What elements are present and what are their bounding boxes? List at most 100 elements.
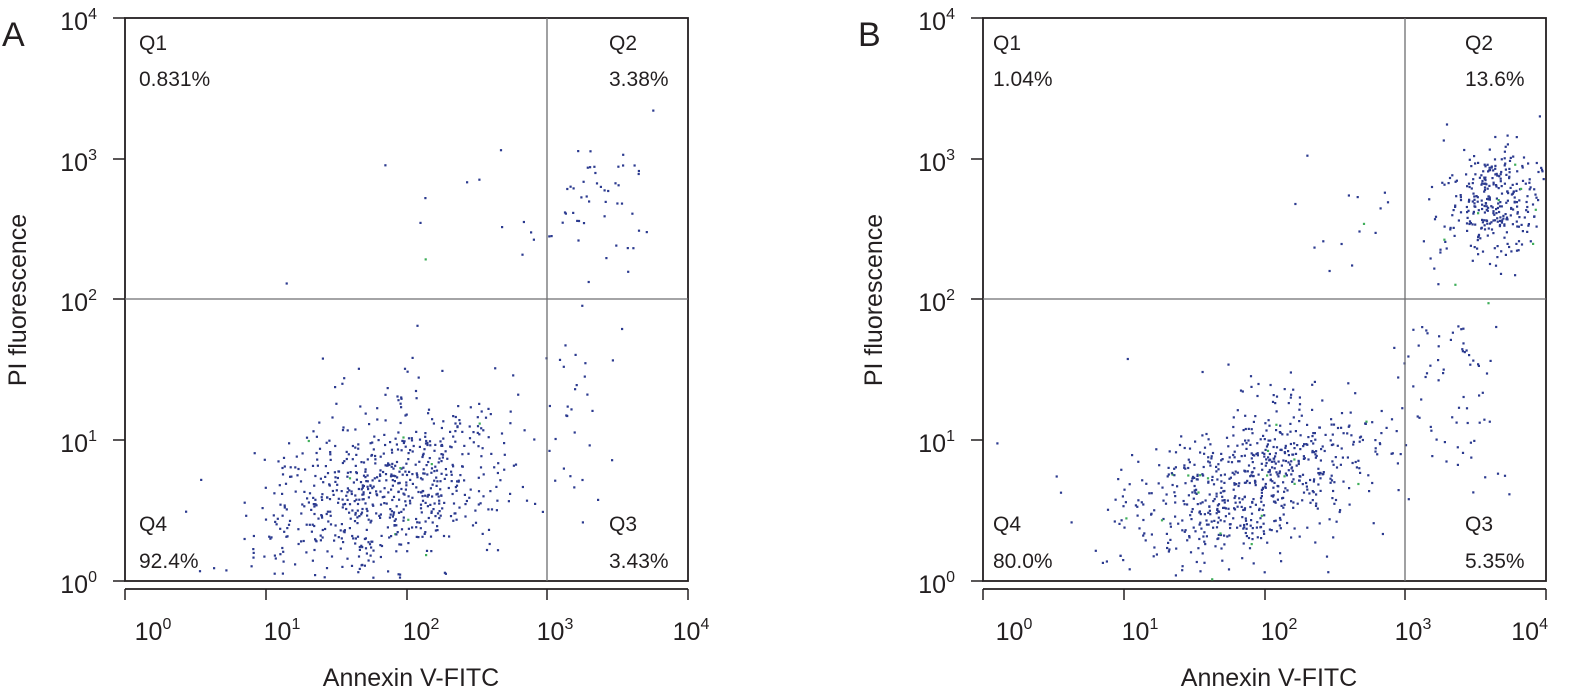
panel-a-event-dot <box>326 550 329 553</box>
panel-b-event-dot <box>1365 420 1368 423</box>
panel-a-event-dot <box>589 150 592 153</box>
panel-a-event-dot <box>350 492 353 496</box>
panel-a-event-dot <box>285 508 288 511</box>
panel-b-event-dot <box>1526 210 1530 213</box>
panel-b-event-dot <box>1465 349 1468 352</box>
panel-a-event-dot <box>307 501 310 504</box>
panel-a-event-dot <box>631 212 634 215</box>
panel-a-event-dot <box>395 533 398 536</box>
panel-a-event-dot <box>593 165 596 168</box>
panel-b-event-dot <box>1428 198 1431 201</box>
panel-b-event-dot <box>1267 456 1270 459</box>
panel-a-event-dot <box>375 512 378 515</box>
panel-b-event-dot <box>1143 532 1146 535</box>
panel-a-event-dot <box>392 513 395 516</box>
panel-a-event-dot <box>351 509 354 512</box>
panel-b-event-dot <box>1275 471 1278 474</box>
panel-a-event-dot <box>366 485 369 488</box>
panel-b-event-dot <box>1223 499 1226 502</box>
panel-b-event-dot <box>1232 425 1235 429</box>
panel-b-event-dot <box>1462 327 1465 330</box>
panel-b-event-dot <box>1505 231 1508 234</box>
panel-b-event-dot <box>1241 390 1244 393</box>
panel-b-event-dot <box>1442 139 1445 142</box>
panel-b-event-dot <box>1293 447 1296 450</box>
panel-a-event-dot <box>289 475 292 478</box>
panel-b-event-dot <box>1520 187 1523 190</box>
panel-b-event-dot <box>1459 196 1462 199</box>
panel-a-event-dot <box>409 449 412 452</box>
panel-b-event-dot <box>1500 192 1504 195</box>
panel-a-event-dot <box>389 508 392 511</box>
panel-a-event-dot <box>313 505 316 508</box>
panel-b-event-dot <box>1239 524 1242 527</box>
panel-a-event-dot <box>463 444 466 447</box>
panel-a-event-dot <box>424 432 427 435</box>
panel-b-event-dot <box>1429 425 1432 428</box>
panel-a-event-dot <box>430 510 433 513</box>
panel-b-event-dot <box>1449 338 1452 341</box>
panel-b-event-dot <box>1194 491 1197 494</box>
panel-a-event-dot <box>273 492 276 495</box>
panel-a-event-dot <box>480 427 483 430</box>
panel-b-event-dot <box>1332 489 1335 493</box>
panel-a-event-dot <box>392 467 395 470</box>
panel-b-event-dot <box>1374 231 1377 234</box>
panel-b-event-dot <box>1246 470 1249 473</box>
panel-b-event-dot <box>1120 519 1123 522</box>
panel-b-event-dot <box>1339 509 1342 512</box>
panel-a-event-dot <box>439 440 442 443</box>
panel-a-event-dot <box>365 507 368 510</box>
panel-b-event-dot <box>1220 486 1223 489</box>
panel-a-event-dot <box>395 505 398 508</box>
panel-b-event-dot <box>1477 161 1480 164</box>
panel-b-event-dot <box>1503 223 1506 226</box>
panel-b-event-dot <box>1251 470 1254 474</box>
panel-b-event-dot <box>1190 510 1193 513</box>
panel-a-event-dot <box>397 431 400 434</box>
panel-a-event-dot <box>467 452 470 455</box>
panel-a-event-dot <box>416 521 419 524</box>
panel-a-event-dot <box>482 495 485 498</box>
panel-a-event-dot <box>276 517 279 520</box>
panel-a-event-dot <box>445 473 448 476</box>
panel-b-event-dot <box>1299 434 1302 437</box>
panel-b-event-dot <box>1207 523 1210 526</box>
panel-a-event-dot <box>387 570 390 573</box>
panel-b-event-dot <box>1487 198 1490 201</box>
panel-a-event-dot <box>367 541 370 544</box>
panel-b-event-dot <box>1123 488 1126 491</box>
panel-a-event-dot <box>408 499 412 502</box>
panel-b-event-dot <box>1454 204 1457 207</box>
panel-a-event-dot <box>569 475 572 478</box>
panel-a-event-dot <box>436 525 439 528</box>
panel-b-event-dot <box>1334 498 1338 502</box>
panel-a-event-dot <box>440 426 443 430</box>
panel-b-event-dot <box>1191 477 1194 480</box>
panel-b-event-dot <box>1484 176 1487 179</box>
panel-a-event-dot <box>304 468 307 471</box>
panel-b-event-dot <box>1118 522 1121 525</box>
panel-b-event-dot <box>1228 534 1231 537</box>
panel-b-event-dot <box>1243 469 1246 472</box>
panel-b-event-dot <box>1524 182 1527 185</box>
panel-b-event-dot <box>1191 491 1194 494</box>
panel-a-event-dot <box>427 493 430 496</box>
panel-b-event-dot <box>1232 434 1235 437</box>
panel-a-event-dot <box>422 452 425 455</box>
panel-a-event-dot <box>577 239 580 242</box>
panel-a-event-dot <box>433 479 436 482</box>
panel-b-event-dot <box>1439 248 1442 251</box>
panel-b-event-dot <box>1441 181 1444 184</box>
panel-b-event-dot <box>1452 209 1455 212</box>
panel-b-event-dot <box>1123 526 1126 529</box>
panel-a-event-dot <box>454 415 457 419</box>
panel-b-event-dot <box>1220 547 1223 550</box>
panel-b-event-dot <box>1193 463 1196 466</box>
panel-b-event-dot <box>1455 179 1458 182</box>
panel-b-event-dot <box>1164 502 1168 505</box>
panel-a-event-dot <box>296 474 299 477</box>
panel-a-event-dot <box>361 546 364 549</box>
panel-a-event-dot <box>482 473 485 476</box>
panel-a-event-dot <box>441 507 444 510</box>
